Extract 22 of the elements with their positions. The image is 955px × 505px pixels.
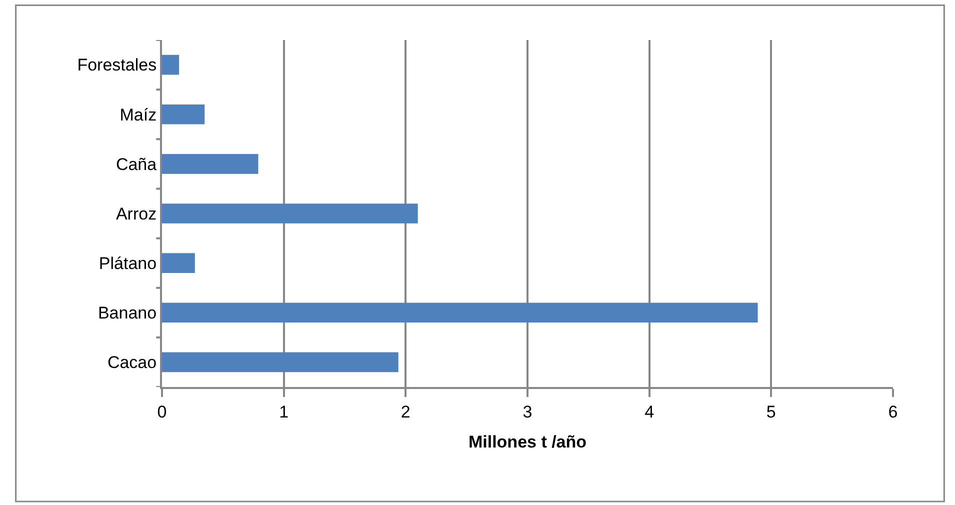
y-tick-label: Maíz	[120, 105, 157, 124]
bar	[162, 104, 205, 124]
bar	[162, 352, 398, 372]
x-tick-label: 3	[522, 402, 532, 422]
x-tick-label: 5	[766, 402, 776, 422]
y-tick-label: Plátano	[98, 254, 157, 274]
x-tick-label: 4	[644, 402, 654, 422]
x-tick-label: 0	[157, 402, 167, 422]
bar	[162, 302, 758, 323]
y-tick-label: Cacao	[107, 353, 157, 372]
y-tick-label: Forestales	[77, 56, 157, 75]
x-tick-label: 1	[279, 402, 289, 422]
x-axis-title: Millones t /año	[468, 432, 587, 452]
bar	[162, 54, 180, 75]
bar	[162, 253, 195, 273]
y-tick-label: Banano	[98, 304, 157, 323]
y-tick-label: Arroz	[116, 204, 157, 224]
bar	[162, 154, 258, 174]
y-tick-label: Caña	[116, 154, 158, 174]
x-tick-label: 2	[400, 402, 410, 422]
bar	[162, 204, 418, 224]
x-tick-label: 6	[888, 402, 898, 422]
